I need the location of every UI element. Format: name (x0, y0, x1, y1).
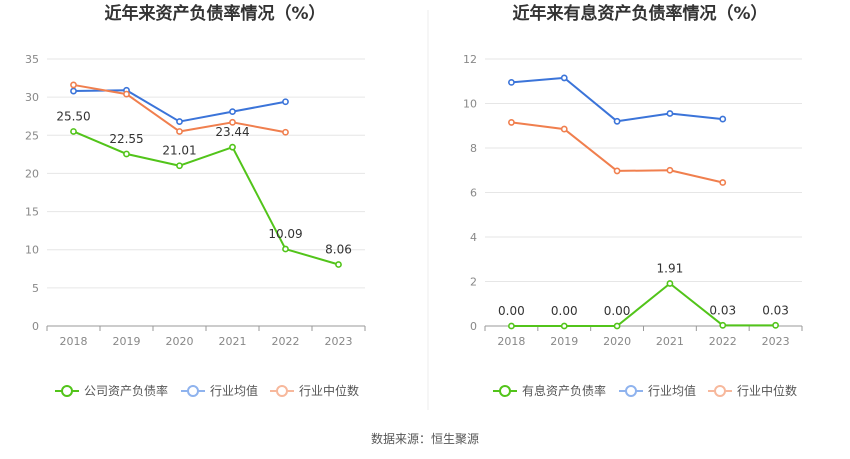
data-point[interactable] (508, 119, 515, 126)
y-tick-label: 25 (25, 129, 39, 142)
data-label: 0.03 (709, 303, 736, 317)
data-point[interactable] (666, 110, 674, 117)
legend-label: 行业均值 (210, 383, 258, 398)
data-point[interactable] (229, 108, 236, 116)
data-point[interactable] (123, 150, 130, 158)
y-tick-label: 20 (25, 167, 39, 180)
data-label: 23.44 (215, 125, 249, 139)
legend-item[interactable]: 行业均值 (181, 383, 258, 398)
source-note: 数据来源：恒生聚源 (371, 431, 479, 446)
series-line (511, 282, 776, 327)
x-tick-label: 2023 (325, 335, 353, 348)
y-tick-label: 2 (470, 276, 477, 289)
data-point[interactable] (772, 321, 779, 329)
series-line (73, 89, 286, 123)
x-tick-label: 2018 (60, 335, 88, 348)
data-point[interactable] (508, 322, 515, 330)
x-tick-label: 2019 (113, 335, 141, 348)
y-tick-label: 10 (463, 98, 477, 111)
y-tick-label: 8 (470, 142, 477, 155)
data-label: 0.00 (498, 304, 525, 318)
data-point[interactable] (613, 117, 621, 125)
data-label: 1.91 (657, 262, 684, 276)
data-point[interactable] (560, 322, 568, 330)
legend-label: 行业中位数 (299, 383, 359, 398)
y-tick-label: 12 (463, 53, 477, 66)
x-tick-label: 2020 (603, 335, 631, 348)
data-point[interactable] (282, 245, 289, 253)
legend-label: 公司资产负债率 (84, 383, 168, 398)
data-point[interactable] (70, 81, 77, 89)
legend-swatch-marker (625, 385, 637, 397)
legend-swatch-marker (61, 385, 73, 397)
data-point[interactable] (613, 322, 621, 330)
data-point[interactable] (123, 90, 130, 98)
data-point[interactable] (229, 143, 236, 151)
chart-panel-right: 0 2 4 6 8 10 12 2018 2019 2020 2021 2022 2023 0.00 0.0… (463, 53, 803, 398)
data-label: 8.06 (325, 243, 352, 257)
y-tick-label: 0 (32, 320, 39, 333)
data-label: 22.55 (109, 132, 143, 146)
chart-title-right: 近年来有息资产负债率情况（%） (512, 3, 767, 24)
x-tick-label: 2022 (272, 335, 300, 348)
data-point[interactable] (719, 115, 727, 123)
data-point[interactable] (666, 280, 674, 287)
x-tick-label: 2019 (550, 335, 578, 348)
data-point[interactable] (719, 321, 727, 329)
legend-item[interactable]: 有息资产负债率 (493, 383, 606, 398)
data-point[interactable] (560, 125, 568, 133)
series-line (511, 76, 723, 123)
data-point[interactable] (560, 74, 568, 82)
y-tick-label: 10 (25, 244, 39, 257)
legend-item[interactable]: 行业中位数 (708, 383, 797, 398)
legend-item[interactable]: 行业中位数 (270, 383, 359, 398)
y-tick-label: 6 (470, 187, 477, 200)
y-tick-label: 30 (25, 91, 39, 104)
x-tick-label: 2018 (497, 335, 525, 348)
data-point[interactable] (176, 128, 183, 135)
data-point[interactable] (176, 118, 183, 125)
x-tick-label: 2023 (762, 335, 790, 348)
data-label: 10.09 (268, 227, 302, 241)
legend-label: 行业均值 (648, 383, 696, 398)
data-label: 0.00 (604, 304, 631, 318)
data-point[interactable] (613, 167, 621, 175)
data-point[interactable] (508, 78, 515, 86)
legend-label: 有息资产负债率 (522, 383, 606, 398)
data-point[interactable] (719, 179, 727, 186)
y-tick-label: 15 (25, 206, 39, 219)
data-point[interactable] (70, 87, 77, 95)
legend-swatch-marker (714, 385, 726, 397)
y-tick-label: 0 (470, 320, 477, 333)
legend-label: 行业中位数 (737, 383, 797, 398)
data-point[interactable] (70, 128, 77, 135)
legend-item[interactable]: 公司资产负债率 (55, 383, 168, 398)
data-label: 0.00 (551, 304, 578, 318)
x-tick-label: 2021 (219, 335, 247, 348)
data-point[interactable] (282, 128, 289, 136)
data-point[interactable] (282, 98, 289, 106)
chart-title-left: 近年来资产负债率情况（%） (104, 3, 325, 24)
data-point[interactable] (335, 261, 342, 268)
data-point[interactable] (666, 166, 674, 174)
data-label: 25.50 (56, 109, 90, 123)
legend-swatch-marker (187, 385, 199, 397)
y-tick-label: 5 (32, 282, 39, 295)
data-label: 21.01 (162, 144, 196, 158)
legend-item[interactable]: 行业均值 (619, 383, 696, 398)
y-tick-label: 4 (470, 231, 477, 244)
legend-swatch-marker (276, 385, 288, 397)
y-tick-label: 35 (25, 53, 39, 66)
chart-panel-left: 0 5 10 15 20 25 30 35 2018 2019 2020 2021 2022 2023 25… (25, 53, 366, 398)
x-tick-label: 2020 (166, 335, 194, 348)
series-line (73, 130, 339, 266)
data-point[interactable] (176, 162, 183, 170)
data-point[interactable] (229, 118, 236, 126)
legend-swatch-marker (499, 385, 511, 397)
x-tick-label: 2022 (709, 335, 737, 348)
x-tick-label: 2021 (656, 335, 684, 348)
data-label: 0.03 (762, 303, 789, 317)
